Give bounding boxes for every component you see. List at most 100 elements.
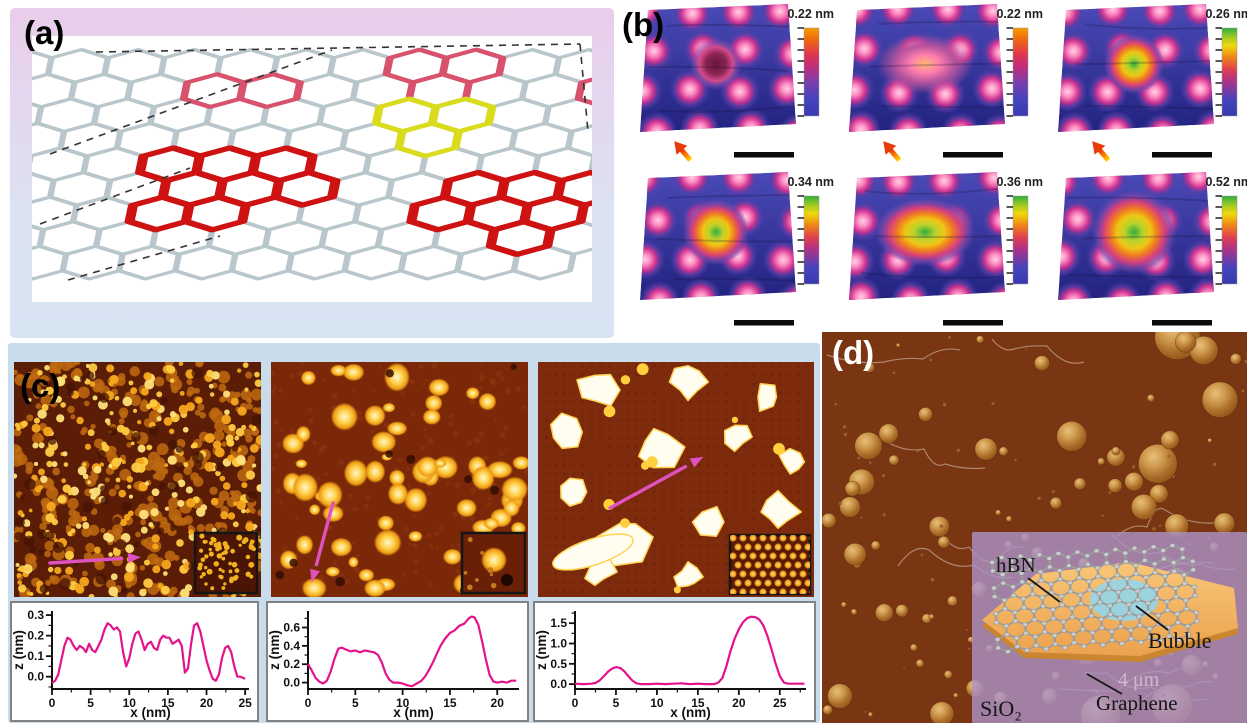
- bubble: [844, 480, 861, 497]
- defect-ring-red: [406, 194, 477, 233]
- panel-c-label: (c): [20, 367, 61, 404]
- profile-line: [51, 622, 246, 684]
- moire-bump: [640, 280, 680, 300]
- stm-surface: [849, 4, 1029, 162]
- color-scale-bar: [797, 27, 820, 117]
- defect-ring-pink: [179, 72, 248, 109]
- center-feature: [1104, 34, 1164, 94]
- x-tick-label: 25: [238, 696, 252, 710]
- bubble: [946, 595, 958, 607]
- color-scale-bar: [1215, 195, 1238, 285]
- stm-image-grid: 0.22 nm 0.22 nm 0.26 nm 0.34 nm 0.36 nm …: [634, 2, 1247, 338]
- height-profile-1: 0 5 10 15 20 25 0.0 0.1 0.2 0.3 x (nm) z (nm): [10, 601, 259, 722]
- bubble: [875, 603, 894, 622]
- bubble: [1034, 355, 1050, 372]
- stm-image-5: 0.36 nm: [849, 172, 1043, 326]
- stm-3d-surface: [849, 172, 1005, 300]
- moire-bump: [1088, 172, 1129, 198]
- schematic-inset: 4 μm hBN Bubble Graphene SiO₂: [972, 532, 1247, 723]
- scale-bar-text: 4 μm: [1118, 669, 1160, 691]
- bubble: [995, 509, 1002, 516]
- dashed-box-edge: [39, 167, 191, 225]
- hbn-label: hBN: [996, 553, 1036, 577]
- island-patches: [549, 363, 806, 594]
- moire-bump: [640, 239, 666, 280]
- y-tick-label: 0.2: [27, 629, 44, 643]
- afm-image-1: [14, 362, 261, 597]
- x-tick-label: 0: [572, 696, 579, 710]
- hbn-leader-line: [1027, 577, 1061, 603]
- profile-chart-1: 0 5 10 15 20 25 0.0 0.1 0.2 0.3 x (nm) z (nm): [11, 608, 252, 720]
- moire-bump: [890, 280, 931, 300]
- x-tick-label: 15: [443, 696, 457, 710]
- y-tick-label: 0.0: [27, 670, 44, 684]
- bubble: [843, 542, 867, 566]
- y-axis-label: z (nm): [12, 630, 26, 670]
- bubble: [1213, 512, 1236, 535]
- scale-bar: [1152, 320, 1212, 326]
- axes: 0 5 10 15 20 0.0 0.2 0.4 0.6: [283, 611, 519, 710]
- defect-ring-red: [485, 219, 556, 257]
- profile-line: [574, 615, 805, 686]
- moire-bump: [1058, 31, 1094, 72]
- x-tick-label: 10: [650, 696, 664, 710]
- bubble-label: Bubble: [1148, 628, 1212, 653]
- stm-surface: [1058, 172, 1238, 326]
- moire-bump: [1194, 109, 1214, 132]
- afm-bubble-image: 4 μm hBN Bubble Graphene SiO₂: [821, 314, 1247, 725]
- moire-bump: [640, 112, 678, 132]
- scale-bar: [734, 320, 794, 326]
- bubble: [854, 431, 883, 460]
- center-feature: [683, 199, 749, 265]
- colorbar-value-4: 0.34 nm: [787, 175, 834, 189]
- bubble: [1146, 394, 1155, 403]
- x-tick-label: 15: [691, 696, 705, 710]
- moire-bump: [718, 172, 759, 198]
- axes: 0 5 10 15 20 25 0.0 0.5 1.0 1.5: [550, 611, 806, 710]
- sio2-label: SiO₂: [980, 696, 1022, 721]
- bubble: [864, 362, 875, 373]
- moire-bump: [940, 112, 981, 132]
- bubble: [822, 704, 833, 716]
- y-tick-label: 0.2: [283, 657, 300, 671]
- moire-bump: [877, 4, 918, 29]
- y-tick-label: 0.0: [283, 676, 300, 690]
- stm-3d-surface: [640, 172, 796, 300]
- panel-b-label: (b): [622, 6, 665, 43]
- hexagon-cell: [172, 244, 239, 281]
- height-profile-2: 0 5 10 15 20 0.0 0.2 0.4 0.6 x (nm) z (nm): [266, 601, 529, 722]
- bubble: [821, 512, 837, 529]
- moire-bump: [1058, 111, 1095, 132]
- bubble: [1201, 381, 1239, 418]
- scale-bar: [1152, 152, 1212, 158]
- moire-bump: [1058, 199, 1098, 240]
- color-scale-bar: [1006, 27, 1029, 117]
- stm-image-4: 0.34 nm: [640, 172, 834, 326]
- bubble: [827, 683, 853, 709]
- bubble: [975, 335, 985, 344]
- y-axis-label: z (nm): [268, 630, 282, 670]
- stm-3d-surface: [1058, 4, 1214, 132]
- bubble: [929, 701, 955, 725]
- colorbar-value-3: 0.26 nm: [1205, 7, 1247, 21]
- moire-bump: [924, 172, 965, 201]
- inset-moire-lattice: [728, 533, 812, 596]
- moire-bump: [727, 276, 768, 300]
- stm-3d-surface: [640, 4, 796, 132]
- bubble: [909, 643, 918, 652]
- scale-bar: [943, 152, 1003, 158]
- stm-image-3: 0.26 nm: [1058, 4, 1247, 162]
- stm-3d-surface: [849, 4, 1005, 132]
- x-tick-label: 0: [49, 696, 56, 710]
- hexagon-cell: [228, 244, 295, 281]
- y-tick-label: 0.0: [550, 677, 567, 691]
- moire-bump: [1139, 4, 1180, 31]
- profile-chart-2: 0 5 10 15 20 0.0 0.2 0.4 0.6 x (nm) z (nm): [267, 611, 519, 720]
- defect-ring-red: [124, 194, 195, 233]
- defect-ring-pink: [236, 72, 304, 109]
- moire-bump: [1058, 281, 1094, 300]
- bubble: [1229, 353, 1242, 365]
- bubble: [1207, 437, 1213, 444]
- scan-direction-arrow: [674, 141, 693, 162]
